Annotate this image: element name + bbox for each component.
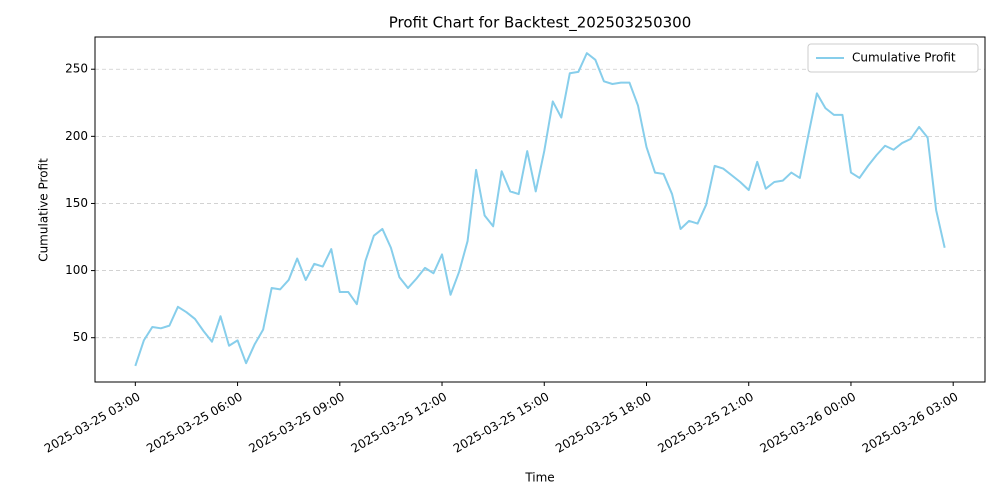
y-tick-label: 50 [73,330,88,344]
x-tick-label: 2025-03-25 12:00 [349,390,450,456]
y-tick-label: 150 [65,196,88,210]
line-series [134,52,946,367]
x-tick-label: 2025-03-26 00:00 [758,390,859,456]
x-tick-label: 2025-03-25 06:00 [144,390,245,456]
x-tick-label: 2025-03-25 18:00 [553,390,654,456]
x-tick-label: 2025-03-25 03:00 [42,390,143,456]
chart-title: Profit Chart for Backtest_202503250300 [389,14,692,33]
y-tick-label: 250 [65,62,88,76]
y-axis-label: Cumulative Profit [37,158,51,262]
x-tick-label: 2025-03-26 03:00 [860,390,961,456]
y-tick-label: 200 [65,129,88,143]
x-tick-label: 2025-03-25 21:00 [655,390,756,456]
plot-frame [94,36,986,383]
x-tick-label: 2025-03-25 15:00 [451,390,552,456]
y-tick-label: 100 [65,263,88,277]
x-tick-label: 2025-03-25 09:00 [246,390,347,456]
legend-label: Cumulative Profit [852,51,956,65]
x-axis-label: Time [524,471,554,485]
legend-box [807,43,979,73]
